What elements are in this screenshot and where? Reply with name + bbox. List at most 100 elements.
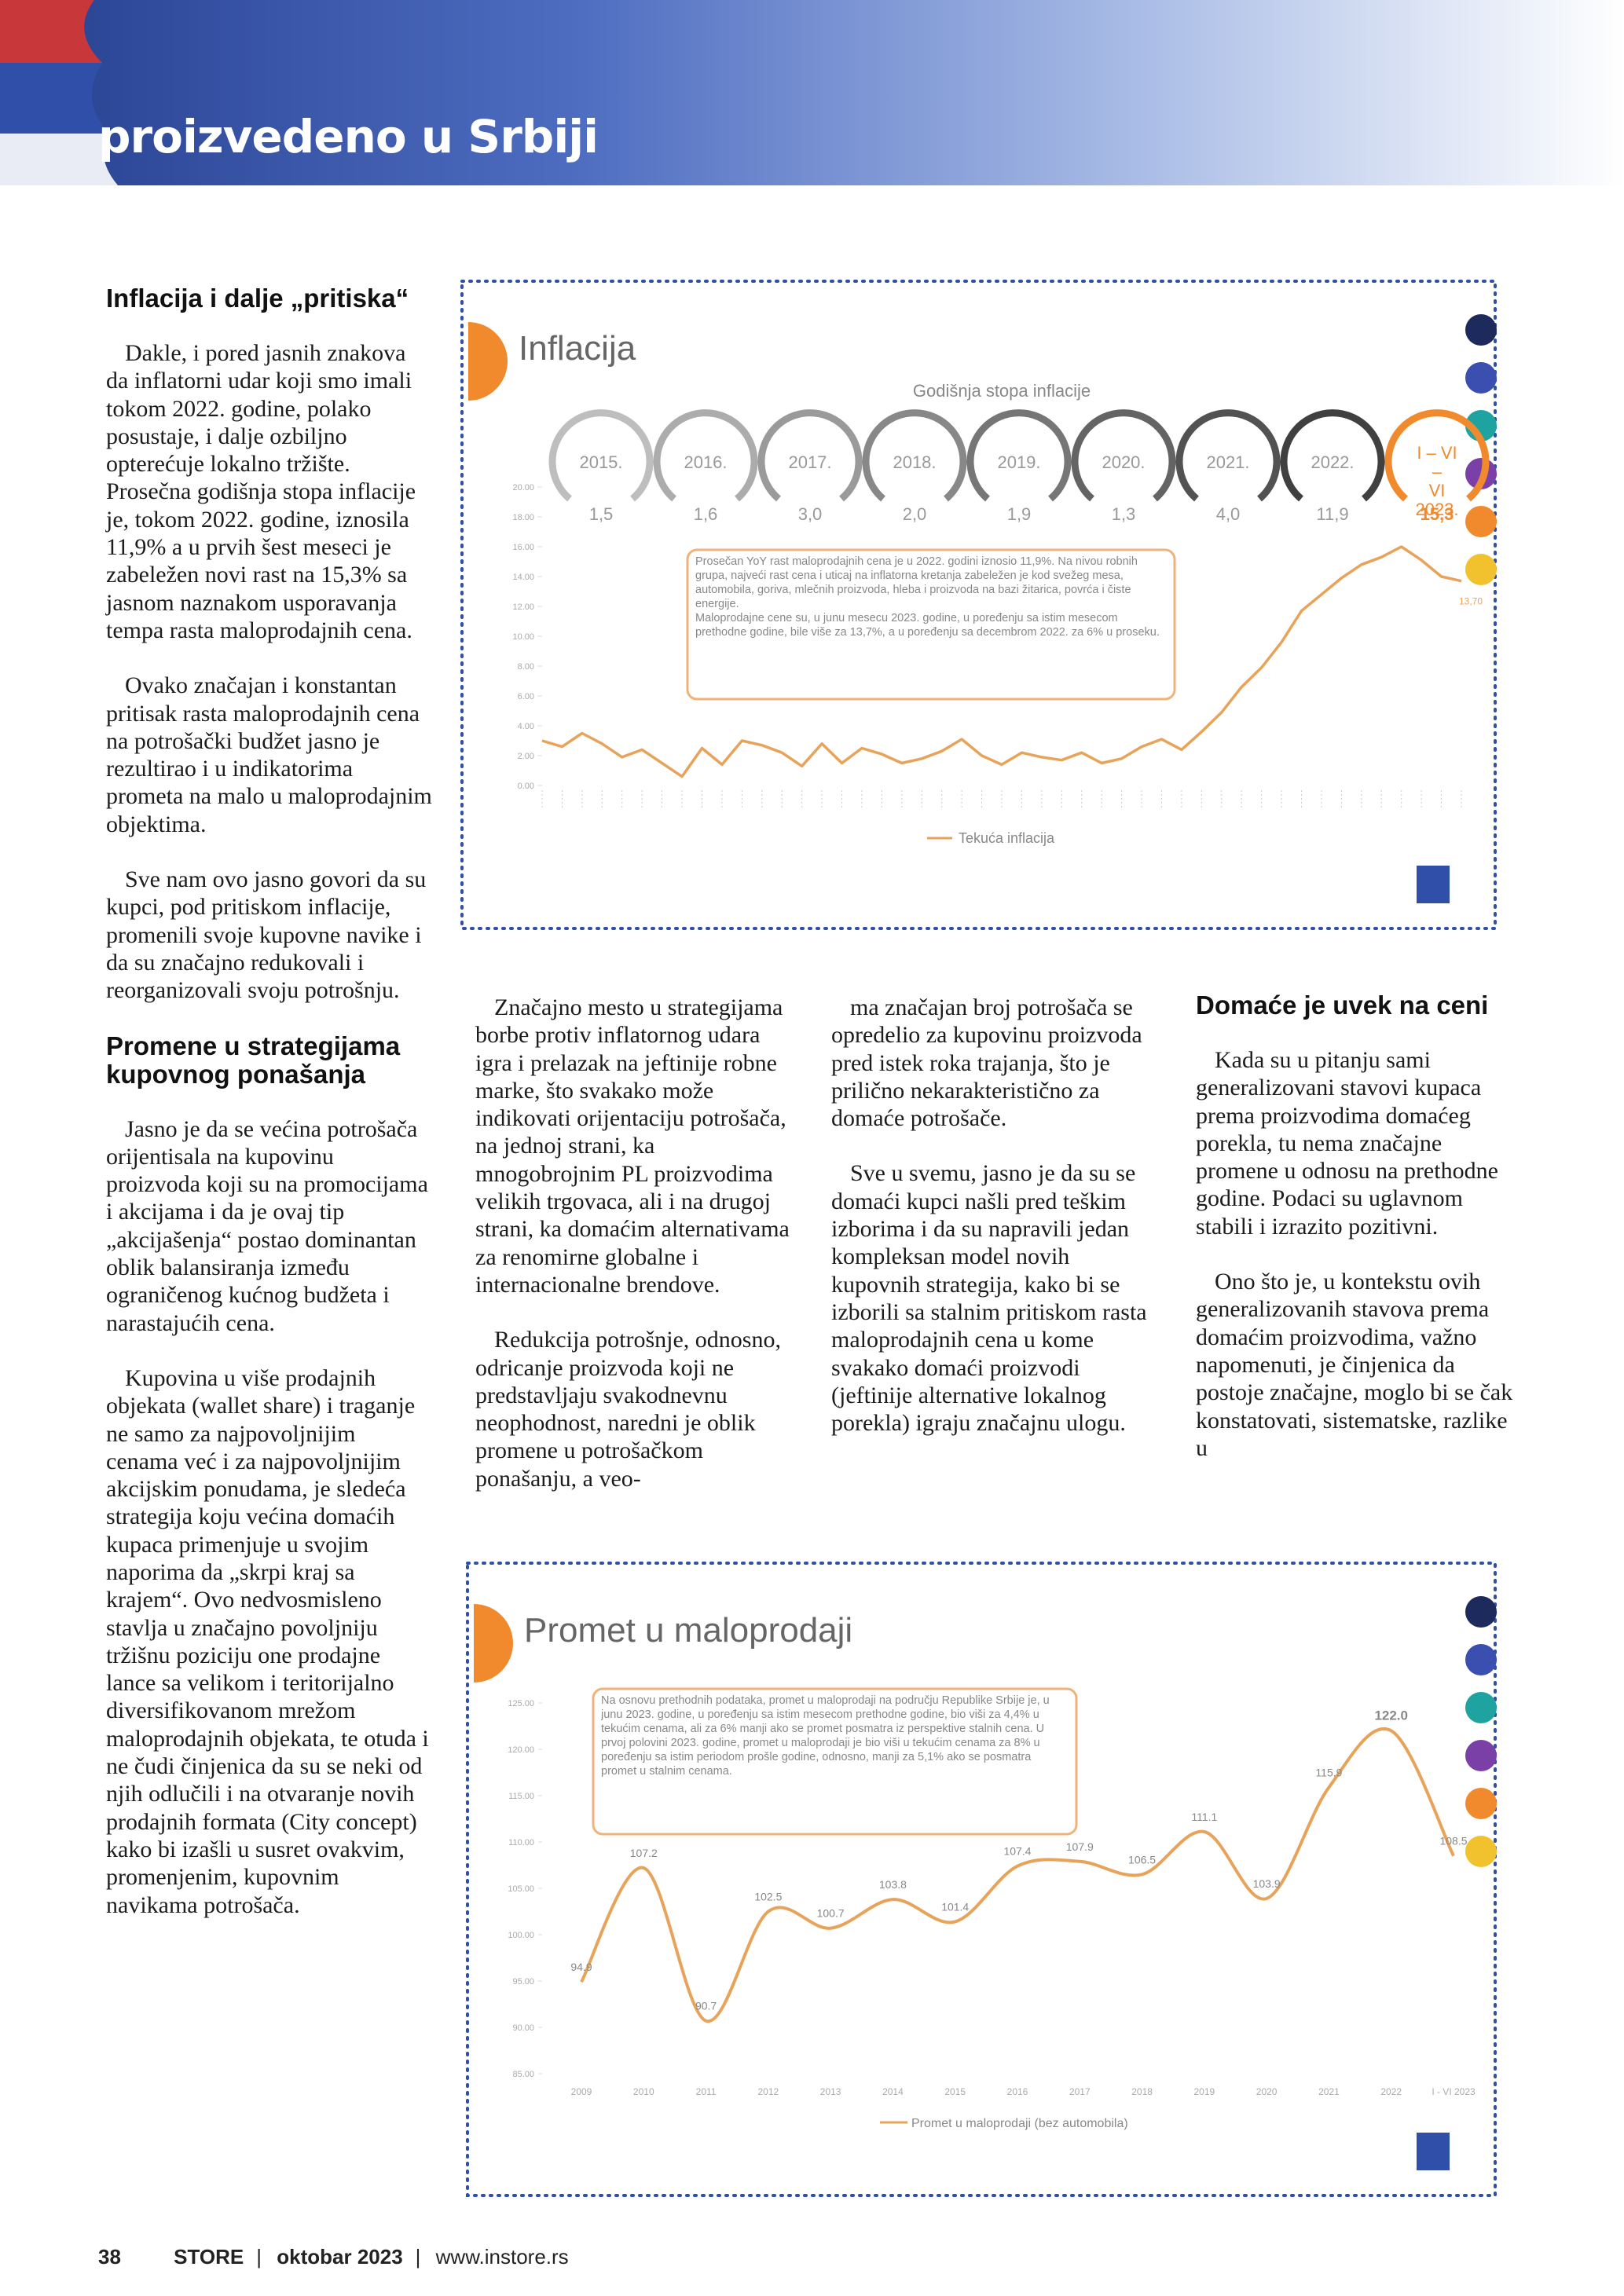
paragraph: Kada su u pitanju sami generalizovani st…	[1196, 1047, 1498, 1240]
y-tick-label: 95.00	[512, 1977, 534, 1987]
decor-dot	[1465, 506, 1497, 537]
x-tick-label: 2014	[882, 2086, 904, 2097]
value-label: 108.5	[1439, 1835, 1467, 1847]
value-label: 102.5	[754, 1891, 782, 1903]
value-label: 122.0	[1374, 1708, 1408, 1723]
column: Domaće je uvek na ceni Kada su u pitanju …	[1196, 991, 1518, 1489]
y-tick-label: 100.00	[508, 1931, 534, 1940]
rate-label: 1,5	[589, 504, 614, 524]
heading: Inflacija i dalje „pritiska“	[106, 284, 409, 313]
year-ring	[653, 409, 758, 502]
flag-decoration	[0, 0, 118, 185]
turnover-line	[580, 1727, 1455, 2023]
x-tick-label: 2018	[1131, 2086, 1153, 2097]
year-ring	[1280, 409, 1385, 502]
rate-label: 4,0	[1216, 504, 1241, 524]
note-box	[686, 548, 1176, 701]
y-tick-label: 18.00	[512, 513, 534, 522]
year-label: 2015.	[579, 452, 622, 472]
figure-title: Promet u maloprodaji	[524, 1611, 852, 1650]
rate-label: 1,3	[1112, 504, 1136, 524]
y-tick-label: 20.00	[512, 483, 534, 493]
decor-dot	[1465, 458, 1497, 489]
y-tick-label: 4.00	[518, 722, 534, 731]
value-label: 101.4	[941, 1900, 969, 1913]
url: www.instore.rs	[435, 2245, 569, 2269]
x-tick-label: 2022	[1380, 2086, 1402, 2097]
decor-dot	[1465, 1692, 1497, 1723]
heading: Promene u strategijama kupovnog ponašanj…	[106, 1031, 401, 1089]
orange-tab	[474, 1604, 513, 1683]
x-tick-label: 2015	[944, 2086, 966, 2097]
x-tick-label: 2013	[820, 2086, 841, 2097]
rate-label: 1,9	[1007, 504, 1032, 524]
inflation-line	[541, 545, 1462, 778]
value-label: 90.7	[695, 2000, 717, 2012]
year-label: 2018.	[893, 452, 936, 472]
y-tick-label: 2.00	[518, 752, 534, 761]
orange-tab	[468, 322, 508, 401]
year-label: 2022.	[1311, 452, 1354, 472]
x-tick-label: 2020	[1256, 2086, 1278, 2097]
figure-frame	[466, 1562, 1497, 2197]
paragraph: Ovako značajan i konstantan pritisak ras…	[106, 672, 432, 837]
value-label: 107.2	[630, 1847, 658, 1859]
figure-title: Inflacija	[519, 329, 636, 368]
year-ring	[1175, 409, 1281, 502]
y-tick-label: 14.00	[512, 573, 534, 582]
note-text: Maloprodajne cene su, u junu mesecu 2023…	[695, 612, 1160, 639]
y-tick-label: 90.00	[512, 2023, 534, 2033]
heading: Domaće je uvek na ceni	[1196, 991, 1489, 1020]
x-tick-label: 2011	[696, 2086, 717, 2097]
value-label: 106.5	[1128, 1853, 1156, 1866]
subtitle: Godišnja stopa inflacije	[913, 381, 1091, 401]
y-tick-label: 125.00	[508, 1699, 534, 1708]
value-label: 103.8	[879, 1878, 907, 1891]
x-tick-label: 2010	[633, 2086, 654, 2097]
decor-dot	[1465, 410, 1497, 441]
x-tick-label: 2021	[1318, 2086, 1340, 2097]
legend-label: Promet u maloprodaji (bez automobila)	[911, 2117, 1128, 2130]
paragraph: Kupovina u više prodajnih objekata (wall…	[106, 1364, 429, 1918]
value-label: 107.9	[1066, 1840, 1094, 1853]
note: Prosečan YoY rast maloprodajnih cena je …	[695, 555, 1160, 639]
decor-dot	[1465, 362, 1497, 394]
value-label: 115.9	[1315, 1766, 1342, 1778]
year-label: 2019.	[997, 452, 1040, 472]
paragraph: Značajno mesto u strategijama borbe prot…	[475, 994, 790, 1298]
footer: 38 STORE | oktobar 2023 | www.instore.rs	[98, 2245, 569, 2269]
decor-dot	[1465, 1836, 1497, 1867]
value-label: 100.7	[817, 1907, 845, 1920]
decor-dot	[1465, 1740, 1497, 1771]
x-tick-label: 2016	[1007, 2086, 1028, 2097]
year-label: 2016.	[684, 452, 727, 472]
rate-label: 15,3	[1421, 504, 1454, 524]
value-label: 94.9	[570, 1961, 592, 1973]
logo	[1417, 2133, 1450, 2170]
year-ring	[1384, 409, 1490, 502]
decor-dot	[1465, 1788, 1497, 1819]
year-label: 2020.	[1102, 452, 1145, 472]
year-label: I – VI – VI 2023.	[1415, 443, 1458, 519]
column: ma značajan broj potrošača se opredelio …	[831, 994, 1153, 1464]
x-tick-label: 2017	[1069, 2086, 1091, 2097]
legend-label: Tekuća inflacija	[959, 830, 1055, 846]
y-tick-label: 0.00	[518, 782, 534, 791]
decor-dot	[1465, 554, 1497, 585]
year-ring	[1071, 409, 1176, 502]
x-tick-label: I - VI 2023	[1432, 2086, 1476, 2097]
decor-dot	[1465, 1644, 1497, 1675]
y-tick-label: 105.00	[508, 1884, 534, 1894]
year-ring	[757, 409, 863, 502]
rate-label: 1,6	[694, 504, 718, 524]
decor-dot	[1465, 1596, 1497, 1628]
y-tick-label: 115.00	[508, 1792, 534, 1801]
value-label: 107.4	[1003, 1845, 1031, 1858]
paragraph: ma značajan broj potrošača se opredelio …	[831, 994, 1142, 1132]
value-label: 103.9	[1253, 1877, 1281, 1890]
issue: oktobar 2023	[277, 2245, 403, 2269]
y-tick-label: 12.00	[512, 602, 534, 612]
end-label: 13,70	[1459, 596, 1483, 607]
paragraph: Ono što je, u kontekstu ovih generalizov…	[1196, 1269, 1513, 1461]
y-tick-label: 16.00	[512, 543, 534, 552]
